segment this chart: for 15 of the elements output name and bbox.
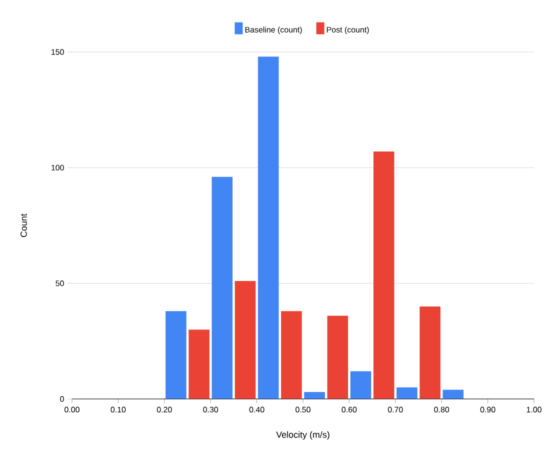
x-axis-title: Velocity (m/s) <box>276 431 330 440</box>
bar <box>234 281 256 399</box>
bar <box>420 306 440 399</box>
bar <box>396 387 418 399</box>
bar <box>258 56 279 399</box>
bar <box>442 390 464 399</box>
bar <box>212 176 233 399</box>
bar <box>281 311 302 399</box>
bar <box>188 330 210 399</box>
bar <box>304 392 325 399</box>
bar <box>327 316 348 399</box>
bar <box>350 371 372 399</box>
y-axis-title: Count <box>20 214 27 238</box>
bar <box>373 151 394 399</box>
bar <box>166 311 186 399</box>
